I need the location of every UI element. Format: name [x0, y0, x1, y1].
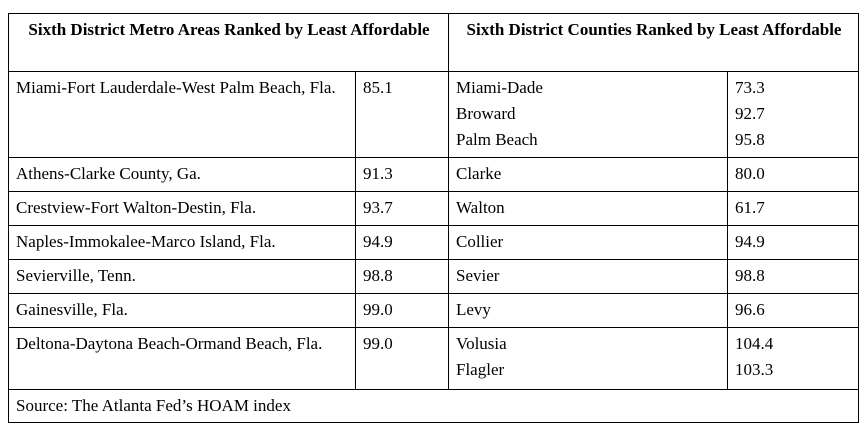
county-table-header: Sixth District Counties Ranked by Least …	[448, 13, 859, 72]
metro-value-cell: 98.8	[355, 259, 449, 294]
county-value-cell: 98.8	[727, 259, 859, 294]
source-row: Source: The Atlanta Fed’s HOAM index	[8, 389, 859, 423]
county-name-line: Volusia	[456, 334, 507, 353]
table-row: Miami-Fort Lauderdale-West Palm Beach, F…	[8, 71, 859, 158]
county-name-cell: Miami-Dade Broward Palm Beach	[448, 71, 728, 158]
county-value-line: 95.8	[735, 130, 765, 149]
county-name-cell: Clarke	[448, 157, 728, 192]
metro-name-cell: Gainesville, Fla.	[8, 293, 356, 328]
metro-name-cell: Miami-Fort Lauderdale-West Palm Beach, F…	[8, 71, 356, 158]
table-row: Deltona-Daytona Beach-Ormand Beach, Fla.…	[8, 327, 859, 390]
county-value-cell: 61.7	[727, 191, 859, 226]
source-note: Source: The Atlanta Fed’s HOAM index	[8, 389, 859, 423]
county-value-line: 92.7	[735, 104, 765, 123]
county-name-line: Broward	[456, 104, 516, 123]
county-name-cell: Levy	[448, 293, 728, 328]
metro-name-cell: Athens-Clarke County, Ga.	[8, 157, 356, 192]
affordability-table: Sixth District Metro Areas Ranked by Lea…	[8, 13, 859, 423]
table-row: Naples-Immokalee-Marco Island, Fla. 94.9…	[8, 225, 859, 260]
header-row: Sixth District Metro Areas Ranked by Lea…	[8, 13, 859, 72]
table-row: Sevierville, Tenn. 98.8 Sevier 98.8	[8, 259, 859, 294]
county-value-cell: 73.3 92.7 95.8	[727, 71, 859, 158]
metro-name-cell: Crestview-Fort Walton-Destin, Fla.	[8, 191, 356, 226]
county-name-cell: Volusia Flagler	[448, 327, 728, 390]
county-name-cell: Walton	[448, 191, 728, 226]
table-row: Athens-Clarke County, Ga. 91.3 Clarke 80…	[8, 157, 859, 192]
metro-value-cell: 94.9	[355, 225, 449, 260]
metro-value-cell: 91.3	[355, 157, 449, 192]
county-value-cell: 94.9	[727, 225, 859, 260]
county-value-line: 104.4	[735, 334, 774, 353]
metro-name-cell: Naples-Immokalee-Marco Island, Fla.	[8, 225, 356, 260]
county-name-line: Flagler	[456, 360, 505, 379]
county-name-line: Palm Beach	[456, 130, 538, 149]
table-row: Crestview-Fort Walton-Destin, Fla. 93.7 …	[8, 191, 859, 226]
county-value-cell: 104.4 103.3	[727, 327, 859, 390]
metro-value-cell: 99.0	[355, 293, 449, 328]
metro-value-cell: 85.1	[355, 71, 449, 158]
metro-value-cell: 99.0	[355, 327, 449, 390]
county-name-line: Miami-Dade	[456, 78, 543, 97]
county-name-cell: Collier	[448, 225, 728, 260]
metro-value-cell: 93.7	[355, 191, 449, 226]
metro-table-header: Sixth District Metro Areas Ranked by Lea…	[8, 13, 449, 72]
county-value-line: 73.3	[735, 78, 765, 97]
metro-name-cell: Deltona-Daytona Beach-Ormand Beach, Fla.	[8, 327, 356, 390]
county-value-cell: 96.6	[727, 293, 859, 328]
metro-name-cell: Sevierville, Tenn.	[8, 259, 356, 294]
county-name-cell: Sevier	[448, 259, 728, 294]
table-row: Gainesville, Fla. 99.0 Levy 96.6	[8, 293, 859, 328]
county-value-cell: 80.0	[727, 157, 859, 192]
county-value-line: 103.3	[735, 360, 774, 379]
